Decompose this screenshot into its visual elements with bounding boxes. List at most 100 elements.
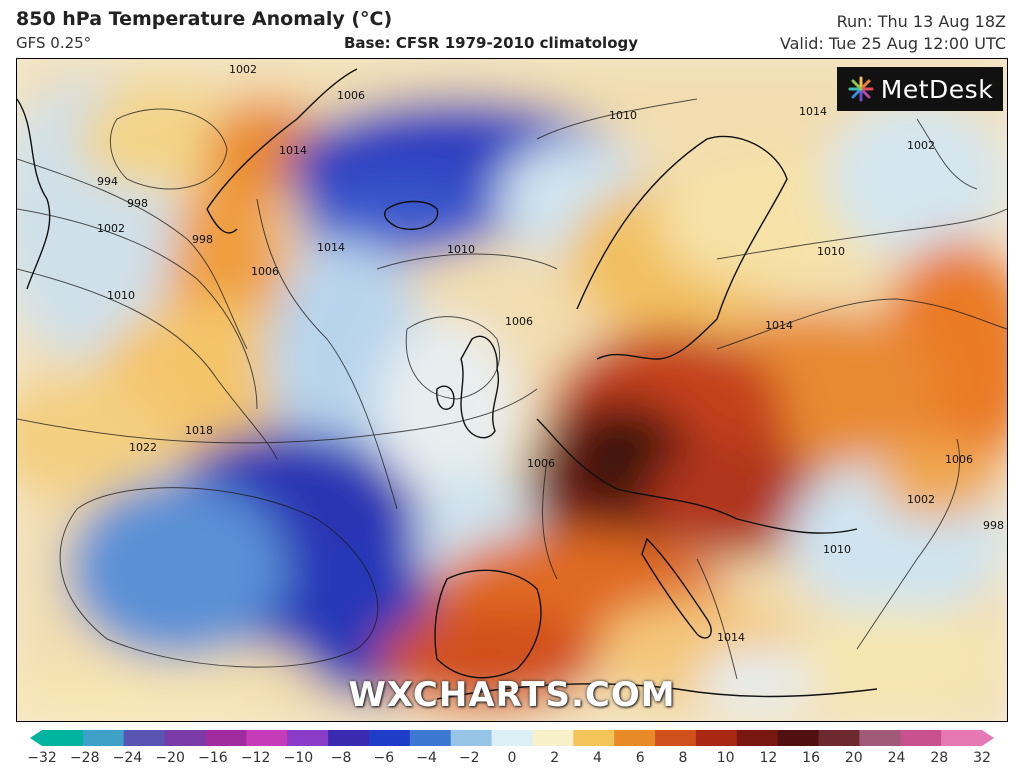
- colorbar-max-arrow: [982, 730, 994, 746]
- italy-coast: [641, 537, 712, 639]
- isobar: [696, 558, 738, 680]
- colorbar-tick-label: −12: [240, 750, 271, 766]
- colorbar-tick-label: −8: [330, 750, 352, 766]
- isobar-label: 1022: [129, 441, 157, 454]
- isobar-label: 1018: [185, 424, 213, 437]
- anomaly-map: 1002 994 998 1002 998 1010 1006 1014 101…: [16, 58, 1008, 722]
- isobar-label: 1006: [505, 315, 533, 328]
- colorbar-cell: [368, 730, 411, 746]
- isobar: [405, 316, 501, 400]
- isobar-label: 1006: [251, 265, 279, 278]
- colorbar-cell: [859, 730, 901, 746]
- isobar: [17, 268, 278, 460]
- colorbar-cell: [409, 730, 452, 746]
- colorbar-cell: [532, 730, 574, 746]
- colorbar-min-arrow: [30, 730, 42, 746]
- isobar: [716, 298, 1007, 350]
- isobar: [536, 98, 698, 140]
- colorbar-tick-label: 6: [635, 750, 645, 766]
- isobar-label: 1014: [765, 319, 793, 332]
- isobar-label: 998: [127, 197, 148, 210]
- colorbar-tick-label: −4: [416, 750, 437, 766]
- ireland-coast: [436, 385, 455, 410]
- isobar-label: 1014: [279, 144, 307, 157]
- colorbar-tick-label: −10: [283, 750, 314, 766]
- colorbar-cell: [164, 730, 206, 746]
- isobar: [17, 158, 248, 350]
- iberia-coast: [434, 569, 542, 679]
- isobar: [17, 388, 538, 444]
- isobar-label: 1006: [337, 89, 365, 102]
- anomaly-map-canvas: 1002 994 998 1002 998 1010 1006 1014 101…: [17, 59, 1007, 721]
- colorbar-tick-label: −24: [112, 750, 143, 766]
- colorbar-cell: [573, 730, 615, 746]
- colorbar-tick-label: −28: [69, 750, 100, 766]
- greenland-coast: [206, 68, 358, 234]
- north-africa-coast: [436, 683, 878, 700]
- isobar-label: 1014: [799, 105, 827, 118]
- isobar: [256, 198, 398, 510]
- colorbar-cell: [941, 730, 983, 746]
- colorbar-tick-label: −16: [198, 750, 228, 766]
- isobar-label: 994: [97, 175, 118, 188]
- isobar-label: 1002: [229, 63, 257, 76]
- colorbar-tick-label: −20: [155, 750, 185, 766]
- colorbar-tick-label: 10: [716, 750, 735, 766]
- metdesk-logo: MetDesk: [837, 67, 1003, 111]
- continental-coast: [536, 418, 858, 534]
- colorbar-cell: [450, 730, 493, 746]
- isobar-label: 1006: [945, 453, 973, 466]
- colorbar-tick-label: 2: [550, 750, 560, 766]
- colorbar-cell: [328, 730, 370, 746]
- metdesk-burst-icon: [848, 76, 874, 102]
- metdesk-logo-text: MetDesk: [880, 74, 994, 104]
- isobar-label: 1006: [527, 457, 555, 470]
- colorbar-ticks: −32 −28 −24 −20 −16 −12 −10 −8 −6 −4 −2 0 2 4 6 8 10 12 16…: [27, 750, 994, 774]
- colorbar-tick-label: −2: [458, 750, 480, 766]
- run-time-label: Run: Thu 13 Aug 18Z: [836, 12, 1006, 31]
- colorbar-cell: [900, 730, 942, 746]
- isobar-label: 1002: [907, 493, 935, 506]
- isobar-label: 1010: [817, 245, 845, 258]
- colorbar-cell: [246, 730, 288, 746]
- colorbar-tick-label: 12: [759, 750, 778, 766]
- isobar: [856, 438, 961, 650]
- colorbar-tick-label: 4: [592, 750, 602, 766]
- colorbar-tick-label: 0: [507, 750, 517, 766]
- scandinavia-coast: [576, 135, 788, 360]
- isobar: [17, 208, 258, 410]
- isobar-label: 998: [983, 519, 1004, 532]
- colorbar-tick-label: 24: [887, 750, 906, 766]
- isobar: [59, 487, 379, 668]
- isobar-label: 1010: [823, 543, 851, 556]
- valid-time-label: Valid: Tue 25 Aug 12:00 UTC: [779, 34, 1006, 53]
- colorbar-tick-label: 28: [930, 750, 949, 766]
- model-label: GFS 0.25°: [16, 34, 92, 52]
- climatology-base-label: Base: CFSR 1979-2010 climatology: [344, 34, 639, 52]
- great-britain-coast: [460, 335, 499, 439]
- labrador-coast: [17, 98, 51, 290]
- colorbar-cell: [818, 730, 860, 746]
- isobar: [542, 458, 558, 580]
- isobar: [109, 108, 228, 190]
- colorbar-cell: [123, 730, 166, 746]
- temperature-field: [17, 59, 1007, 721]
- colorbar-tick-label: 8: [678, 750, 688, 766]
- colorbar-cell: [695, 730, 738, 746]
- isobar-label: 1014: [717, 631, 745, 644]
- isobar-label: 1002: [97, 222, 125, 235]
- isobars: [17, 98, 1007, 680]
- colorbar-tick-label: −6: [373, 750, 395, 766]
- colorbar-tick-label: 16: [802, 750, 820, 766]
- colorbar-cell: [736, 730, 779, 746]
- coastlines: [17, 68, 878, 700]
- isobar-label: 1010: [447, 243, 475, 256]
- isobar-label: 1002: [907, 139, 935, 152]
- isobar-label: 1010: [609, 109, 637, 122]
- colorbar-tick-label: 20: [844, 750, 863, 766]
- colorbar-cell: [82, 730, 125, 746]
- isobar-label: 998: [192, 233, 213, 246]
- colorbar-cell: [655, 730, 697, 746]
- isobar-label: 1014: [317, 241, 345, 254]
- colorbar-cell: [42, 730, 84, 746]
